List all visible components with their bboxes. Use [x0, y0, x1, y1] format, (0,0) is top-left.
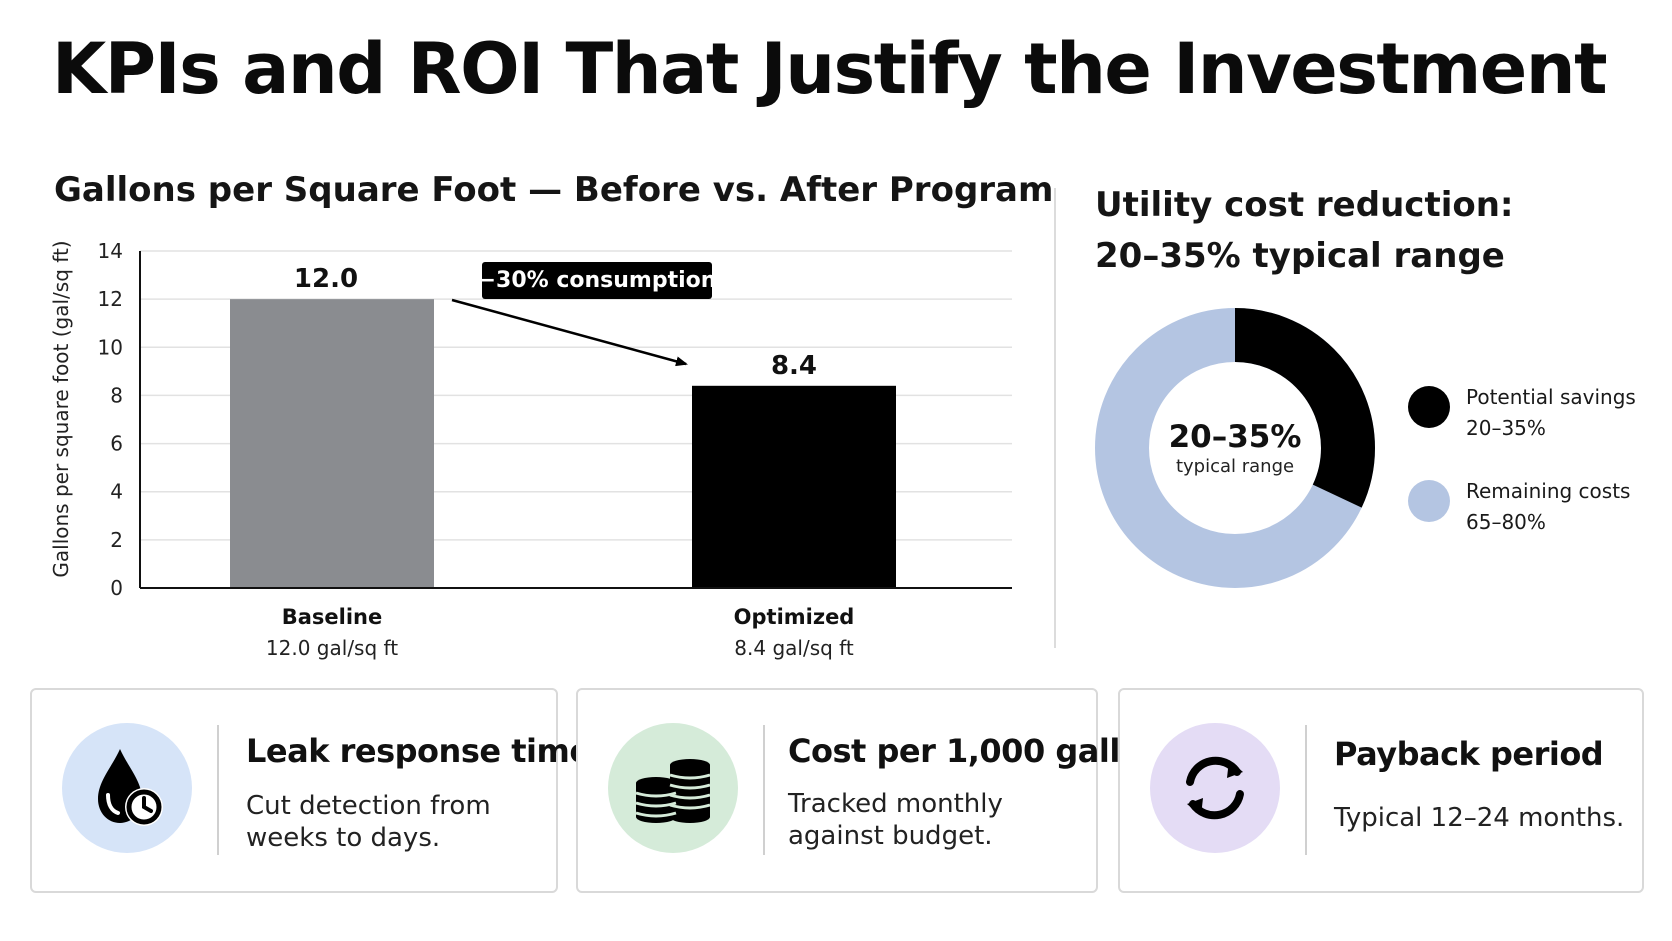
kpi-card-cost-per-gallons: Cost per 1,000 gallons Tracked monthly a… [576, 688, 1183, 893]
legend-range-savings: 20–35% [1466, 416, 1546, 440]
card-description: Tracked monthly against budget. [788, 789, 1003, 851]
bar-baseline [230, 299, 434, 588]
card-separator [217, 725, 219, 855]
x-tick-label: Baseline [282, 605, 383, 629]
donut-title: Utility cost reduction: 20–35% typical r… [1095, 180, 1514, 282]
donut-center-caption: typical range [1175, 456, 1295, 477]
y-axis-label: Gallons per square foot (gal/sq ft) [49, 240, 73, 577]
annotation-arrow [451, 298, 688, 367]
bar-value-label: 8.4 [771, 351, 817, 381]
legend-range-remaining: 65–80% [1466, 510, 1546, 534]
refresh-cycle-icon [1186, 756, 1244, 820]
y-tick-label: 6 [110, 432, 123, 456]
legend-swatch-remaining [1408, 480, 1450, 522]
water-drop-clock-icon [98, 749, 163, 826]
kpi-card-leak-response: Leak response time Cut detection from we… [30, 688, 591, 893]
coin-stacks-icon [635, 759, 711, 823]
annotation-label: −30% consumption [478, 268, 717, 293]
cost-icon-badge [608, 723, 738, 853]
legend-swatch-savings [1408, 386, 1450, 428]
bar-value-label: 12.0 [294, 264, 358, 294]
card-title: Payback period [1334, 735, 1604, 773]
card-description: Cut detection from weeks to days. [246, 791, 491, 853]
y-tick-label: 14 [98, 239, 123, 263]
bar-chart-title: Gallons per Square Foot — Before vs. Aft… [54, 170, 1054, 210]
x-tick-label: Optimized [734, 605, 855, 629]
kpi-card-payback-period: Payback period Typical 12–24 months. [1118, 688, 1644, 893]
donut-center-value: 20–35% [1168, 419, 1302, 455]
donut-chart [1095, 308, 1375, 588]
y-tick-label: 8 [110, 383, 123, 407]
bar-optimized [692, 385, 896, 588]
card-separator [1305, 725, 1307, 855]
page-title: KPIs and ROI That Justify the Investment [52, 28, 1608, 110]
x-tick-sublabel: 8.4 gal/sq ft [734, 636, 854, 660]
card-description: Typical 12–24 months. [1334, 803, 1625, 833]
leak-icon-badge [62, 723, 192, 853]
y-tick-label: 12 [98, 287, 123, 311]
legend-label-savings: Potential savings [1466, 385, 1636, 409]
y-tick-label: 2 [110, 528, 123, 552]
card-separator [763, 725, 765, 855]
donut-center-label: 20–35% typical range [1155, 418, 1315, 478]
x-tick-sublabel: 12.0 gal/sq ft [266, 636, 398, 660]
section-divider [1054, 188, 1056, 648]
donut-title-line-2: 20–35% typical range [1095, 236, 1505, 276]
y-tick-label: 4 [110, 480, 123, 504]
donut-slice-savings [1095, 308, 1375, 588]
payback-icon-badge [1150, 723, 1280, 853]
donut-title-line-1: Utility cost reduction: [1095, 185, 1514, 225]
card-title: Leak response time [246, 732, 591, 770]
y-tick-label: 0 [110, 576, 123, 600]
card-title: Cost per 1,000 gallons [788, 732, 1183, 770]
legend-label-remaining: Remaining costs [1466, 479, 1631, 503]
annotation-badge [482, 262, 712, 299]
y-tick-label: 10 [98, 335, 123, 359]
